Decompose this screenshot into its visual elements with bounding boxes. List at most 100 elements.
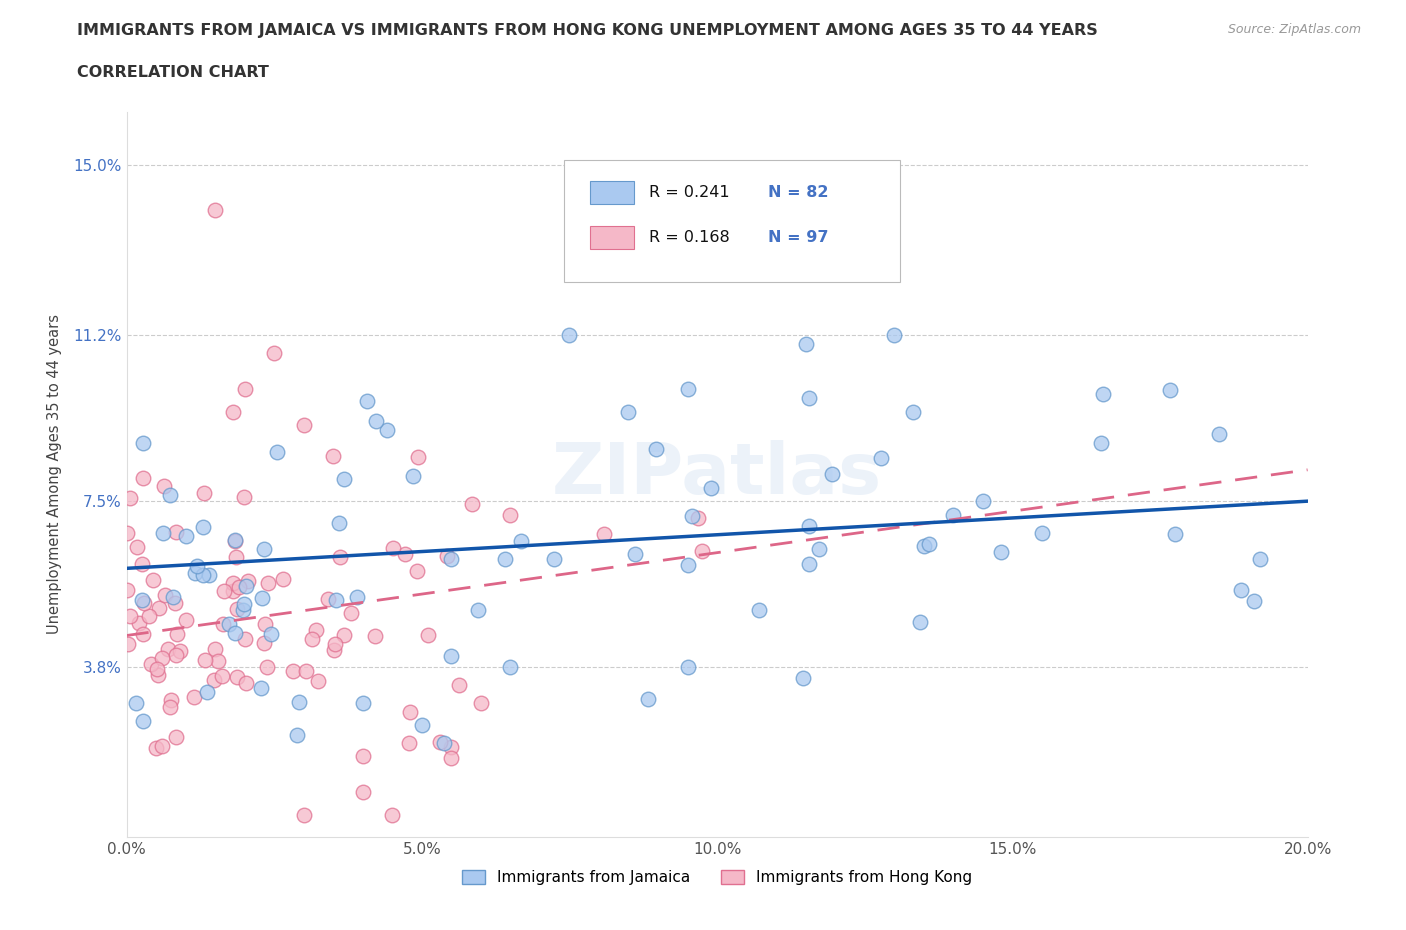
Point [222,583,245,598]
Point [352,749,374,764]
Point [676,382,699,397]
Point [792,671,814,685]
Text: Source: ZipAtlas.com: Source: ZipAtlas.com [1227,23,1361,36]
Point [467,603,489,618]
Point [257,575,280,590]
Point [225,670,247,684]
Point [1208,427,1230,442]
Point [509,534,531,549]
Point [204,203,226,218]
Point [748,602,770,617]
Point [436,549,458,564]
Point [169,644,191,658]
Point [162,590,184,604]
Point [159,488,181,503]
Point [212,584,235,599]
Point [681,508,703,523]
Point [235,675,257,690]
Point [253,541,276,556]
Point [271,571,294,586]
Point [543,551,565,566]
Point [204,641,226,656]
Point [218,617,240,631]
Point [202,673,225,688]
Text: IMMIGRANTS FROM JAMAICA VS IMMIGRANTS FROM HONG KONG UNEMPLOYMENT AMONG AGES 35 : IMMIGRANTS FROM JAMAICA VS IMMIGRANTS FR… [77,23,1098,38]
Text: N = 82: N = 82 [768,185,828,200]
Point [260,627,283,642]
Point [333,627,356,642]
Point [918,537,941,551]
Point [470,696,492,711]
Point [233,489,256,504]
Point [375,422,398,437]
Point [125,696,148,711]
Point [797,390,820,405]
Point [676,558,699,573]
Point [1229,583,1251,598]
Point [211,617,233,631]
Point [159,699,181,714]
Point [1249,551,1271,566]
Point [340,605,363,620]
Point [256,659,278,674]
Point [972,494,994,509]
Point [238,574,260,589]
Text: ZIPatlas: ZIPatlas [553,440,882,509]
Point [1243,593,1265,608]
Point [145,740,167,755]
Point [1091,386,1114,401]
Point [224,625,246,640]
Point [233,382,256,397]
Point [235,578,257,593]
Point [117,636,139,651]
Point [301,632,323,647]
Text: N = 97: N = 97 [768,231,828,246]
Point [1031,525,1053,540]
Point [406,564,429,578]
Point [617,405,640,419]
Point [225,602,247,617]
Point [1164,526,1187,541]
Point [150,738,173,753]
Point [381,807,404,822]
Point [195,684,218,699]
Point [250,681,273,696]
Point [429,735,451,750]
Point [322,643,344,658]
Point [131,592,153,607]
Point [176,528,198,543]
Point [624,547,647,562]
Point [211,669,233,684]
Point [637,692,659,707]
Point [352,785,374,800]
Point [433,736,456,751]
Point [1090,435,1112,450]
Point [131,713,153,728]
Point [333,472,356,486]
Point [232,603,254,618]
Point [160,692,183,707]
Point [263,346,285,361]
Point [146,668,169,683]
Point [402,469,425,484]
Point [316,591,339,606]
Point [186,558,208,573]
Point [224,533,246,548]
Y-axis label: Unemployment Among Ages 35 to 44 years: Unemployment Among Ages 35 to 44 years [48,314,62,634]
Point [120,490,142,505]
Point [128,616,150,631]
Point [233,631,256,646]
Point [908,615,931,630]
Point [461,497,484,512]
Point [499,507,522,522]
Point [883,328,905,343]
Point [398,736,420,751]
Point [148,600,170,615]
Point [165,730,187,745]
Point [222,405,245,419]
Point [990,545,1012,560]
Point [132,627,155,642]
Point [225,549,247,564]
Point [942,507,965,522]
Point [292,418,315,432]
